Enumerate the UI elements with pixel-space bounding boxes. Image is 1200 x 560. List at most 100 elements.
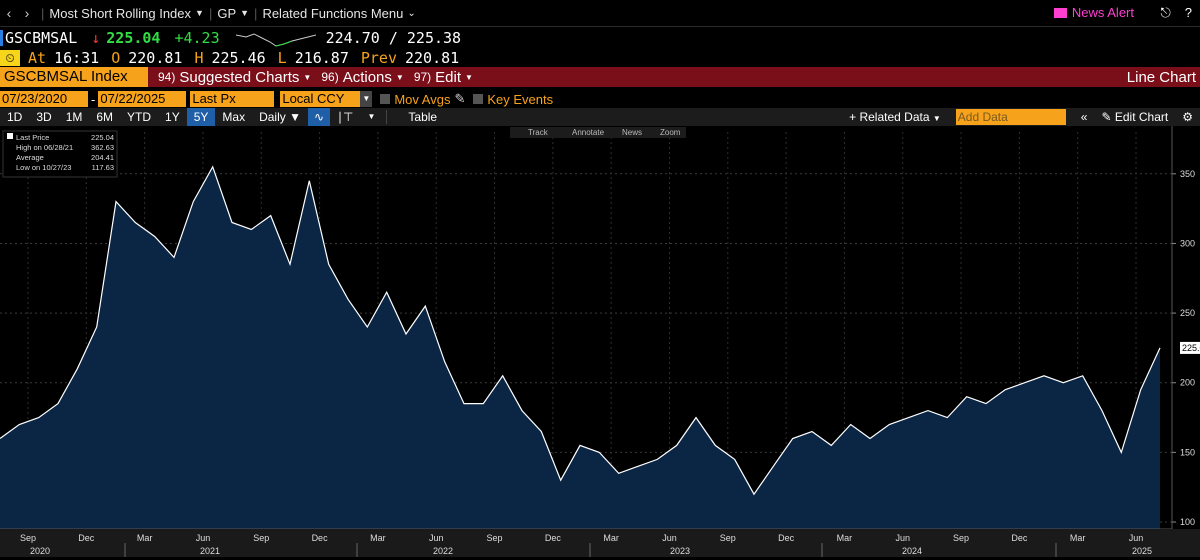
- chart-type-label: Line Chart: [1126, 68, 1196, 86]
- prev-value: 220.81: [405, 49, 460, 67]
- frequency-label: Daily: [259, 110, 286, 124]
- chart-toolbar-item: Annotate: [572, 128, 605, 137]
- x-tick-label: Sep: [487, 533, 503, 543]
- line-chart-icon[interactable]: ∿: [307, 108, 331, 126]
- low-value: 216.87: [294, 49, 349, 67]
- x-year-label: 2020: [30, 546, 50, 556]
- back-icon[interactable]: ‹: [6, 5, 12, 21]
- tab-1m[interactable]: 1M: [65, 110, 83, 124]
- edit-menu[interactable]: 97) Edit ▼: [414, 69, 473, 86]
- legend-label: Average: [16, 153, 44, 162]
- add-data-input[interactable]: Add Data: [955, 109, 1066, 125]
- collapse-icon[interactable]: «: [1080, 110, 1088, 124]
- help-icon[interactable]: ?: [1184, 5, 1192, 20]
- suggested-charts-menu[interactable]: 94) Suggested Charts ▼: [158, 69, 311, 86]
- quote-line-1: GSCBMSAL ↓ 225.04 +4.23 224.70 / 225.38: [0, 27, 1200, 48]
- start-date-field[interactable]: 07/23/2020: [0, 91, 88, 107]
- bar-chart-icon[interactable]: ∣⊤: [337, 110, 354, 124]
- gear-icon[interactable]: ⚙: [1182, 110, 1193, 124]
- x-tick-label: Jun: [196, 533, 211, 543]
- double-chevron-down-icon: ⌄: [407, 7, 416, 19]
- chart-type-caret-icon[interactable]: ▼: [367, 112, 376, 121]
- y-tick-label: 250: [1180, 308, 1195, 318]
- tab-3d[interactable]: 3D: [36, 110, 52, 124]
- x-axis-band: [0, 529, 1200, 557]
- currency-dropdown-icon[interactable]: ▼: [360, 91, 373, 107]
- x-tick-label: Dec: [78, 533, 95, 543]
- separator: |: [254, 5, 258, 21]
- menu-label: Actions: [342, 68, 392, 86]
- down-arrow-icon: ↓: [91, 28, 101, 47]
- actions-menu[interactable]: 96) Actions ▼: [321, 69, 403, 86]
- caret-down-icon: ▼: [240, 8, 250, 18]
- table-button[interactable]: Table: [408, 110, 438, 124]
- pencil-icon[interactable]: ✎: [454, 91, 466, 106]
- title-menu[interactable]: Most Short Rolling Index ▼: [49, 6, 204, 21]
- field-selector[interactable]: Last Px: [190, 91, 275, 107]
- area-fill: [0, 166, 1160, 530]
- tab-1d[interactable]: 1D: [7, 110, 23, 124]
- x-tick-label: Sep: [953, 533, 969, 543]
- currency-selector[interactable]: Local CCY: [280, 91, 361, 107]
- high-value: 225.46: [211, 49, 266, 67]
- x-tick-label: Jun: [1129, 533, 1144, 543]
- caret-down-icon: ▼: [289, 110, 301, 124]
- x-year-label: 2021: [200, 546, 220, 556]
- high-label: H: [194, 49, 204, 67]
- news-alert-label: News Alert: [1071, 5, 1134, 20]
- x-tick-label: Jun: [895, 533, 910, 543]
- function-menu[interactable]: GP ▼: [217, 6, 249, 21]
- last-value-tag: [1180, 341, 1200, 354]
- y-tick-label: 300: [1180, 238, 1195, 248]
- y-tick-label: 200: [1180, 378, 1195, 388]
- x-year-label: 2025: [1132, 546, 1152, 556]
- mov-avgs-checkbox[interactable]: [380, 94, 391, 104]
- ticker-marker: [0, 29, 3, 46]
- export-icon[interactable]: ⎋: [1160, 5, 1171, 20]
- edit-chart-button[interactable]: ✎ Edit Chart: [1094, 108, 1175, 126]
- legend-value: 225.04: [91, 133, 114, 142]
- ticker: GSCBMSAL: [5, 28, 78, 47]
- tab-max[interactable]: Max: [222, 110, 246, 124]
- y-tick-label: 100: [1180, 517, 1195, 527]
- key-events-checkbox[interactable]: [473, 94, 484, 104]
- x-tick-label: Jun: [662, 533, 677, 543]
- last-value-label: 225.0: [1182, 343, 1200, 353]
- x-year-label: 2024: [902, 546, 922, 556]
- function-label: GP: [217, 5, 237, 21]
- tab-5y[interactable]: 5Y: [186, 108, 216, 126]
- x-tick-label: Mar: [137, 533, 153, 543]
- tab-1y[interactable]: 1Y: [165, 110, 180, 124]
- caret-down-icon: ▼: [465, 72, 473, 82]
- date-dash: -: [91, 91, 96, 107]
- x-tick-label: Jun: [429, 533, 444, 543]
- frequency-selector[interactable]: Daily ▼: [252, 108, 308, 126]
- end-date-field[interactable]: 07/22/2025: [98, 91, 187, 107]
- period-tabs: 1D 3D 1M 6M YTD 1Y 5Y Max Daily ▼ ∿ ∣⊤ ▼…: [0, 108, 1200, 126]
- caret-down-icon: ▼: [932, 114, 941, 123]
- tab-ytd[interactable]: YTD: [127, 110, 152, 124]
- low-label: L: [277, 49, 287, 67]
- x-tick-label: Sep: [20, 533, 36, 543]
- open-value: 220.81: [128, 49, 183, 67]
- net-change: +4.23: [174, 28, 220, 47]
- title-label: Most Short Rolling Index: [49, 5, 192, 21]
- x-tick-label: Sep: [720, 533, 736, 543]
- news-alert-button[interactable]: News Alert: [1053, 5, 1134, 20]
- legend-value: 117.63: [92, 163, 114, 172]
- controls-row: 07/23/2020 - 07/22/2025 Last Px Local CC…: [0, 90, 1200, 108]
- forward-icon[interactable]: ›: [24, 5, 30, 21]
- x-year-label: 2022: [433, 546, 453, 556]
- related-functions-menu[interactable]: Related Functions Menu ⌄: [262, 6, 415, 21]
- separator: |: [208, 5, 213, 21]
- tab-6m[interactable]: 6M: [96, 110, 114, 124]
- menu-label: Suggested Charts: [179, 68, 300, 86]
- security-field[interactable]: GSCBMSAL Index: [0, 67, 148, 87]
- chart-area[interactable]: 100 150 200 250 300 350 225.0 Sep Dec Mar Jun Sep De…: [0, 126, 1200, 557]
- chart-toolbar-item: Zoom: [660, 128, 681, 137]
- x-tick-label: Dec: [312, 533, 329, 543]
- price-chart[interactable]: 100 150 200 250 300 350 225.0 Sep Dec Mar Jun Sep De…: [0, 126, 1200, 557]
- caret-down-icon: ▼: [303, 72, 312, 82]
- related-data-button[interactable]: + Related Data ▼: [842, 108, 948, 126]
- legend-label: Low on 10/27/23: [16, 163, 71, 172]
